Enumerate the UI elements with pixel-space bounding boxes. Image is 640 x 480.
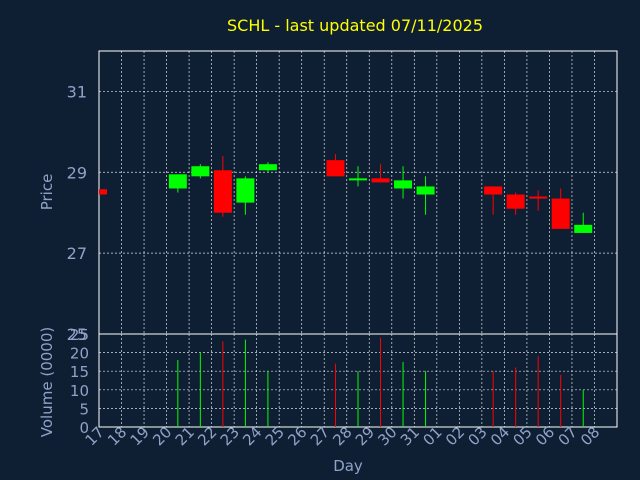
volume-tick-label: 25 (70, 326, 89, 344)
price-plot-frame (98, 50, 618, 335)
candle-body (416, 186, 435, 195)
price-tick-label: 31 (67, 82, 87, 101)
price-grid (99, 51, 617, 334)
price-tick-label: 25 (67, 325, 87, 344)
volume-tick-label: 5 (79, 400, 89, 418)
candle-body (506, 194, 525, 209)
candle-body (213, 170, 232, 213)
candle-body (574, 224, 593, 233)
candle-body (236, 178, 255, 203)
candle-body (349, 178, 367, 181)
volume-axis-label: Volume (0000) (38, 327, 56, 437)
candle-body (191, 166, 210, 177)
price-tick-label: 27 (67, 244, 87, 263)
candle-body (371, 178, 390, 183)
candle-body (99, 189, 107, 195)
price-y-ticks: 25 27 29 31 (67, 82, 87, 344)
volume-tick-label: 20 (70, 345, 89, 363)
candle-body (326, 160, 345, 177)
volume-tick-label: 15 (70, 363, 89, 381)
candle-body (484, 186, 503, 195)
x-tick-labels: 1718192021222324252627282930310102030405… (82, 423, 604, 449)
price-panel: 25 27 29 31 Price (38, 50, 618, 344)
x-axis-label: Day (333, 457, 363, 475)
candle-body (551, 198, 570, 229)
price-axis-label: Price (38, 174, 56, 211)
candles (99, 154, 593, 233)
volume-tick-label: 10 (70, 382, 89, 400)
candle-body (394, 180, 413, 189)
volume-tick-label: 0 (79, 419, 89, 437)
volume-grid (99, 334, 617, 427)
candle-body (529, 196, 548, 199)
candle-body (258, 164, 277, 171)
volume-bars (177, 337, 584, 427)
candle-body (168, 174, 187, 189)
chart-title: SCHL - last updated 07/11/2025 (227, 16, 483, 35)
price-tick-label: 29 (67, 163, 87, 182)
